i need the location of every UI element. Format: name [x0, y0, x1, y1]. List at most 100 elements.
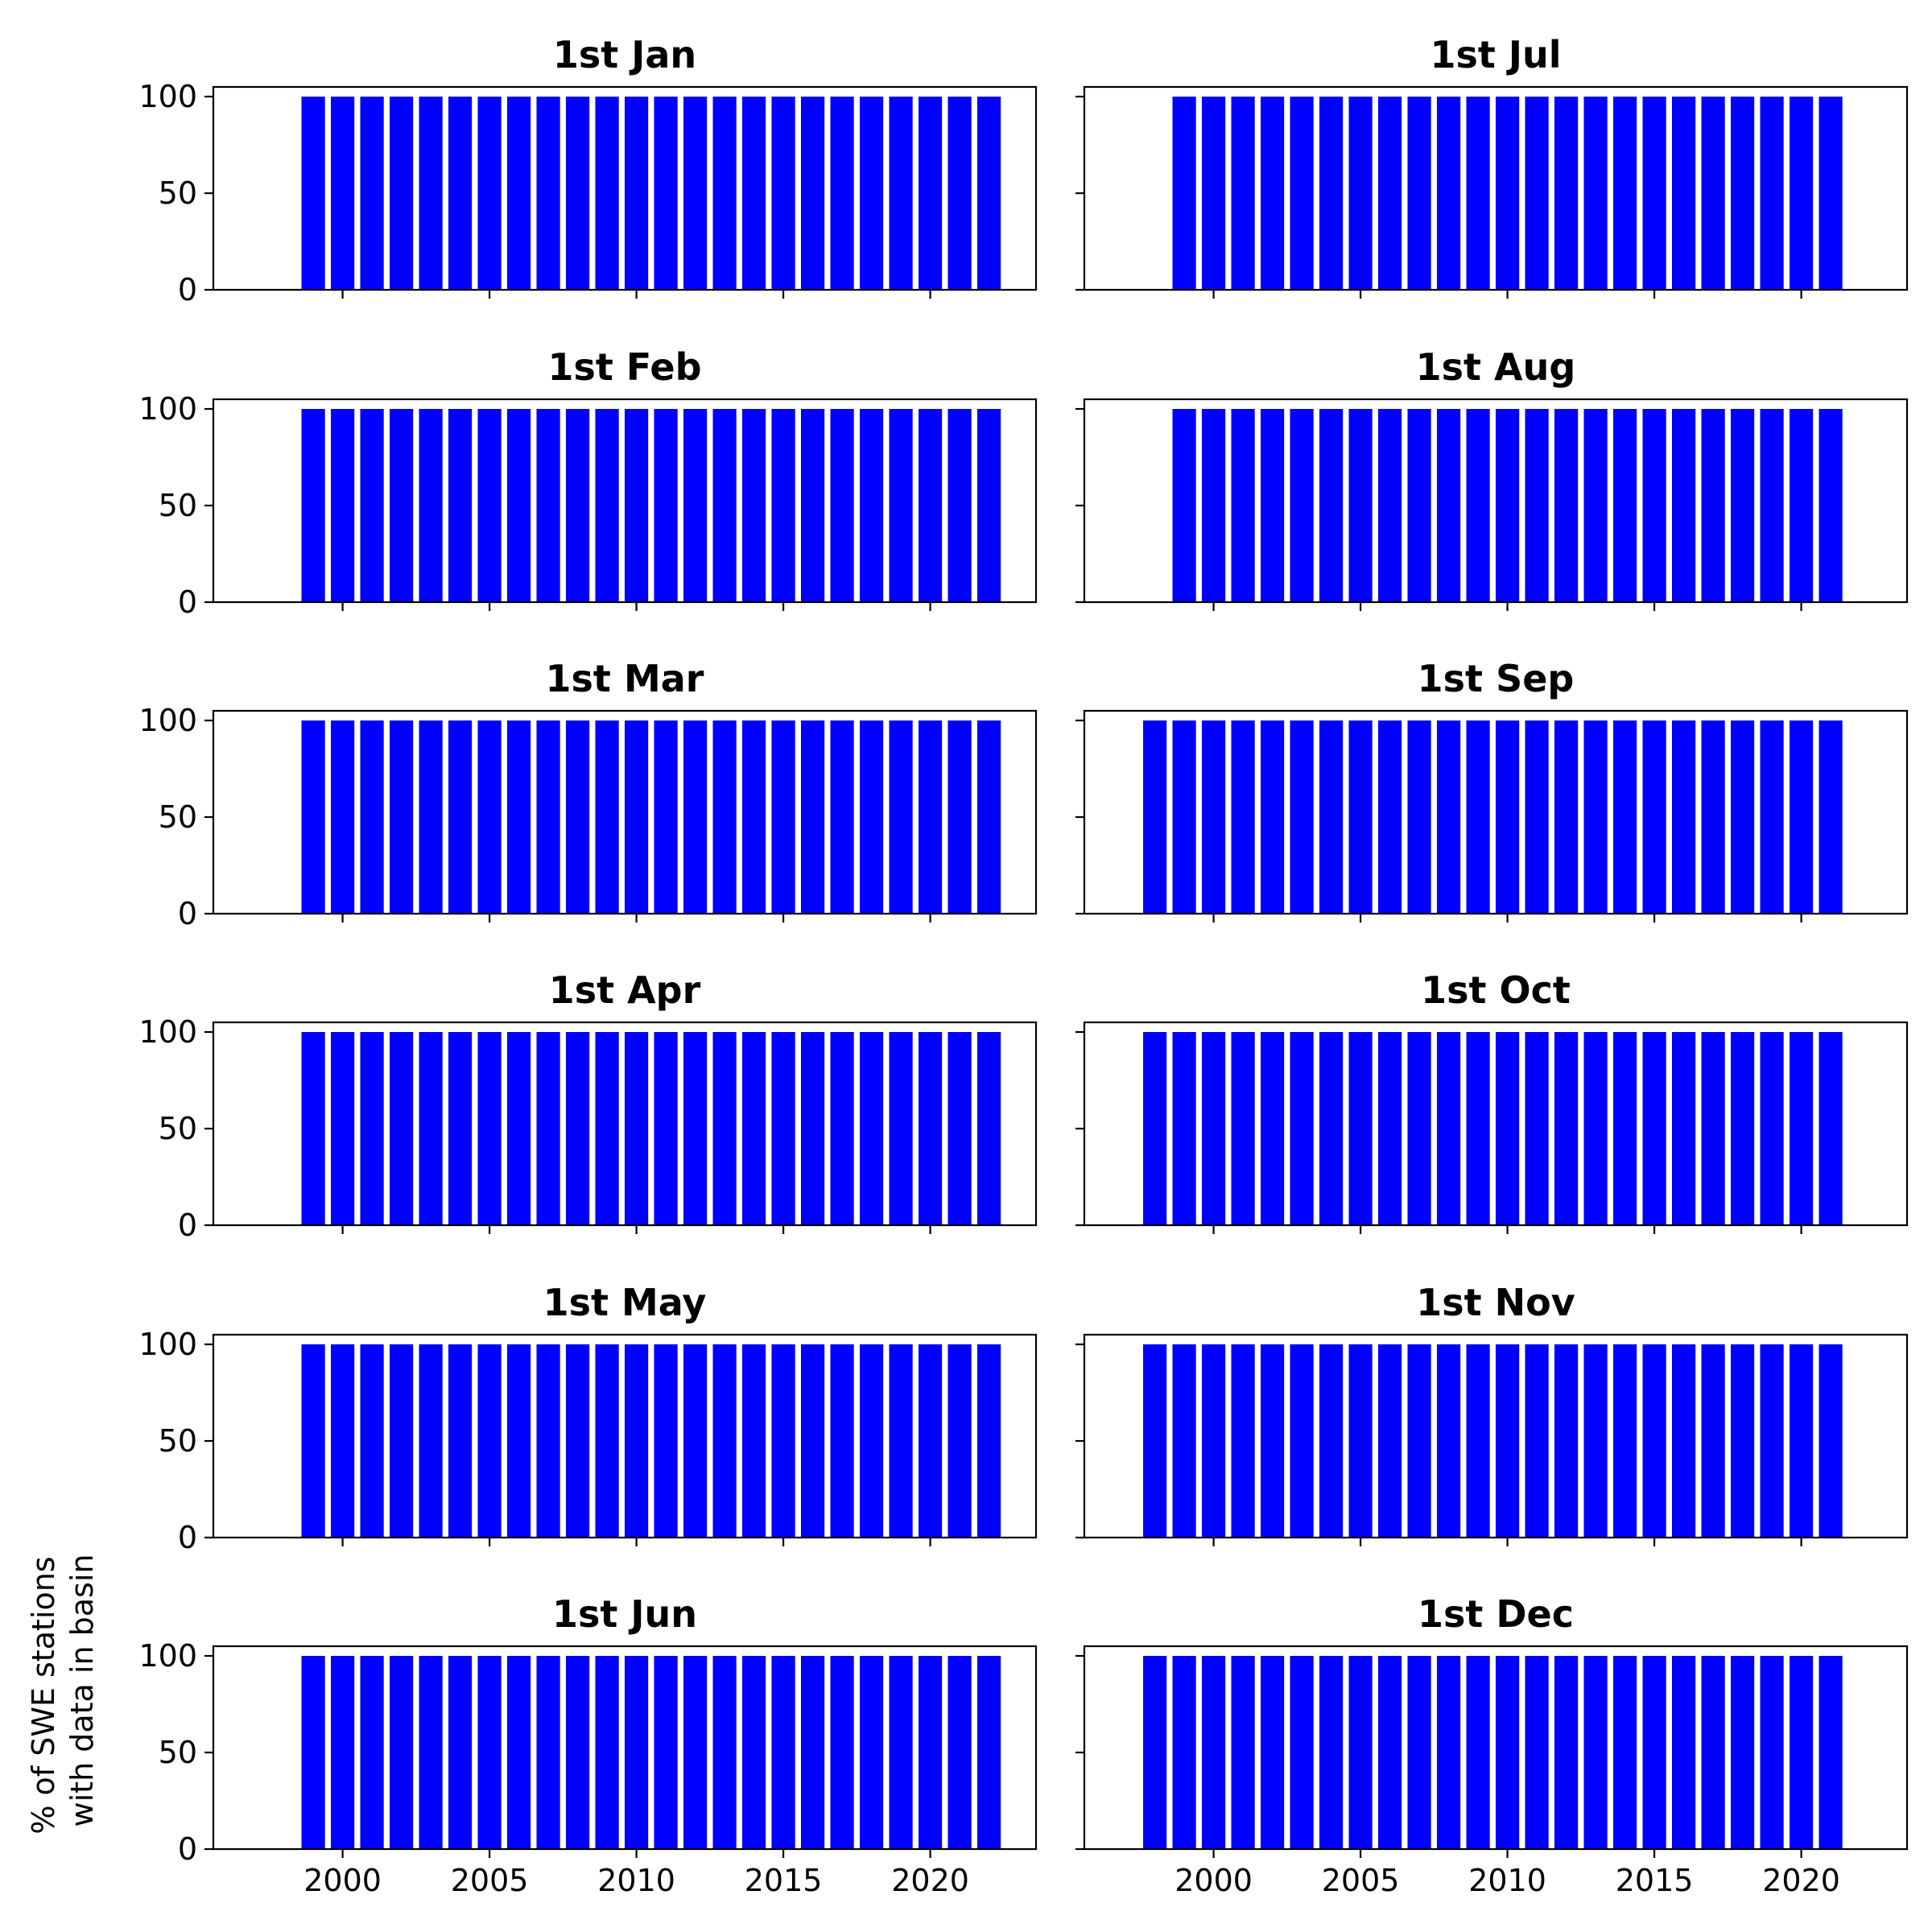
bar — [860, 1032, 884, 1225]
bar — [1731, 720, 1755, 914]
bar — [1437, 97, 1461, 290]
y-tick-label: 50 — [159, 488, 197, 523]
bar — [1378, 1344, 1402, 1538]
bar — [1172, 409, 1196, 602]
bar — [331, 1344, 355, 1538]
bar — [1378, 720, 1402, 914]
panel-1st-dec: 2000 2005 2010 2015 2020 1st Dec — [1075, 1592, 1909, 1898]
bar — [1701, 409, 1725, 602]
bar — [712, 1656, 737, 1849]
bar — [1583, 97, 1608, 290]
axes-frame — [1083, 1645, 1909, 1851]
bar — [742, 720, 766, 914]
bar — [742, 97, 766, 290]
x-tick-label: 2000 — [1174, 1863, 1253, 1898]
y-tick-label: 100 — [138, 391, 197, 427]
bar — [654, 1344, 678, 1538]
bar — [771, 1656, 795, 1849]
bar — [919, 409, 943, 602]
bar — [1583, 1032, 1608, 1225]
bar — [419, 1656, 443, 1849]
bar — [1818, 1656, 1843, 1849]
bar — [1143, 1656, 1167, 1849]
bar — [801, 97, 825, 290]
bar — [977, 720, 1001, 914]
bar — [1642, 720, 1666, 914]
bar — [1202, 720, 1226, 914]
bar — [742, 1344, 766, 1538]
bar — [947, 1656, 972, 1849]
panel-1st-oct: 1st Oct — [1075, 968, 1909, 1234]
bar — [830, 1656, 854, 1849]
bar — [536, 409, 560, 602]
bar — [360, 1656, 384, 1849]
bar — [1583, 409, 1608, 602]
bar — [1701, 720, 1725, 914]
y-tick-label: 0 — [178, 1520, 197, 1555]
panel-title: 1st Jun — [552, 1592, 697, 1636]
bar — [1701, 1032, 1725, 1225]
bar — [536, 1032, 560, 1225]
bar — [1143, 1344, 1167, 1538]
bar — [889, 1656, 913, 1849]
bar — [1642, 1656, 1666, 1849]
bar — [1407, 720, 1431, 914]
bar — [1466, 1344, 1490, 1538]
axes-frame — [212, 709, 1038, 915]
bar — [419, 409, 443, 602]
x-tick-label: 2020 — [1762, 1863, 1840, 1898]
bar — [1407, 409, 1431, 602]
bar — [1496, 1032, 1520, 1225]
bar — [1672, 1344, 1696, 1538]
bar — [771, 1032, 795, 1225]
bar — [712, 409, 737, 602]
bar — [1172, 1032, 1196, 1225]
bar — [301, 1344, 325, 1538]
bar — [1731, 1344, 1755, 1538]
panel-1st-jul: 1st Jul — [1075, 33, 1909, 299]
bar — [390, 1344, 414, 1538]
y-tick-label: 50 — [159, 1111, 197, 1146]
bar — [1466, 409, 1490, 602]
bar — [595, 409, 619, 602]
bar — [536, 1656, 560, 1849]
bar — [1378, 1656, 1402, 1849]
bar — [1818, 1344, 1843, 1538]
bar — [595, 1032, 619, 1225]
bar — [830, 1032, 854, 1225]
bar — [712, 1344, 737, 1538]
y-tick-label: 50 — [159, 1423, 197, 1459]
bar — [390, 97, 414, 290]
y-tick-label: 0 — [178, 584, 197, 620]
bar — [889, 720, 913, 914]
bar — [360, 409, 384, 602]
y-tick-label: 50 — [159, 1735, 197, 1770]
axes-frame — [1083, 1021, 1909, 1227]
bar — [390, 409, 414, 602]
bar — [801, 409, 825, 602]
bar — [595, 1656, 619, 1849]
y-tick-label: 100 — [138, 703, 197, 738]
y-tick-label: 50 — [159, 175, 197, 211]
bar — [1348, 1656, 1373, 1849]
bar — [595, 720, 619, 914]
bar — [1496, 97, 1520, 290]
bar — [1554, 97, 1579, 290]
bar — [1583, 1656, 1608, 1849]
panel-1st-may: 0 50 100 1st May — [138, 1281, 1038, 1555]
bar — [1790, 97, 1814, 290]
bar — [1290, 409, 1314, 602]
axes-frame — [1083, 1333, 1909, 1539]
bar — [360, 720, 384, 914]
bar — [654, 1656, 678, 1849]
bar — [860, 409, 884, 602]
panel-title: 1st Nov — [1416, 1281, 1575, 1324]
bar — [331, 1656, 355, 1849]
bar — [1790, 720, 1814, 914]
bar — [1525, 1032, 1549, 1225]
bar — [1202, 1656, 1226, 1849]
bar — [1261, 1032, 1285, 1225]
bar — [1583, 1344, 1608, 1538]
bar — [1731, 409, 1755, 602]
